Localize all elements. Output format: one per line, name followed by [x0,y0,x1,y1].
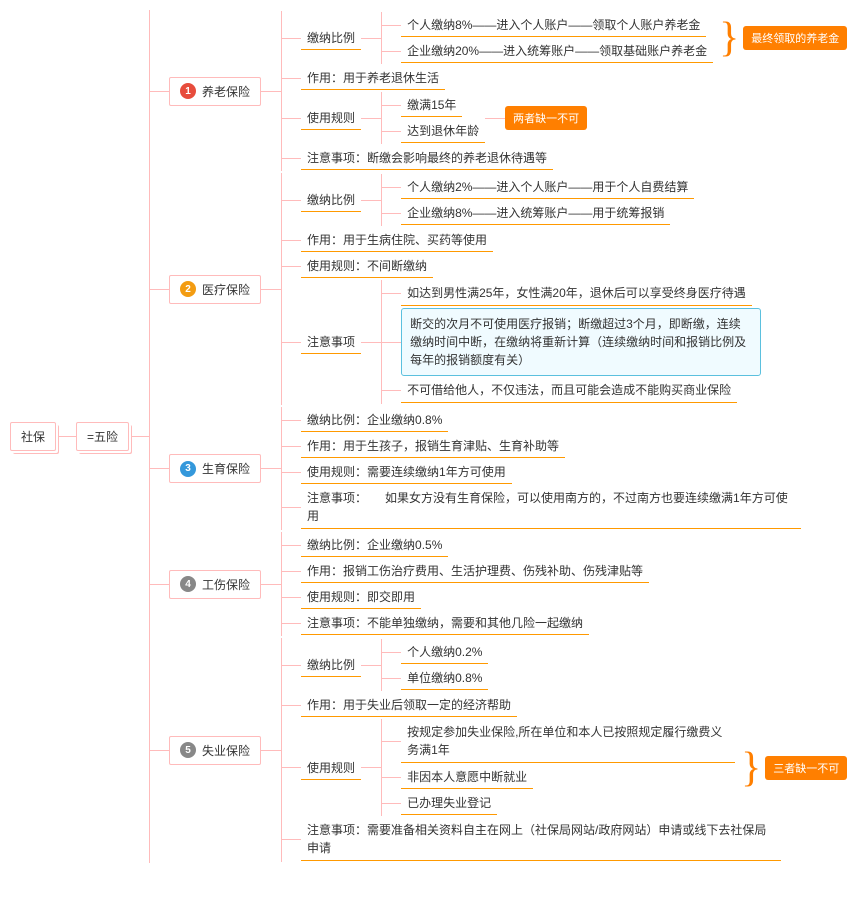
s3-title: 生育保险 [202,460,250,477]
section-4: 4 工伤保险 [169,570,261,599]
s5-note: 注意事项：需要准备相关资料自主在网上（社保局网站/政府网站）申请或线下去社保局申… [301,818,781,861]
badge-2: 2 [180,281,196,297]
s1-ratio-label: 缴纳比例 [301,26,361,50]
s2-note-3: 不可借给他人，不仅违法，而且可能会造成不能购买商业保险 [401,378,737,403]
level1-label: =五险 [87,430,118,444]
s1-rule-2: 达到退休年龄 [401,119,485,143]
root-node: 社保 [10,422,56,451]
s5-rule-3: 已办理失业登记 [401,791,497,815]
s2-use: 作用：用于生病住院、买药等使用 [301,228,493,252]
s2-ratio-2: 企业缴纳8%——进入统筹账户——用于统筹报销 [401,201,670,225]
s1-use: 作用：用于养老退休生活 [301,66,445,90]
section-2: 2 医疗保险 [169,275,261,304]
s5-rule-1: 按规定参加失业保险,所在单位和本人已按照规定履行缴费义务满1年 [401,720,735,763]
s4-ratio: 缴纳比例：企业缴纳0.5% [301,533,448,557]
mindmap-root: 社保 =五险 1 养老保险 缴纳比例 个人缴纳8%——进入个人账户——领取个人账… [10,10,842,863]
s4-title: 工伤保险 [202,576,250,593]
s5-rule-label: 使用规则 [301,756,361,780]
s4-note: 注意事项：不能单独缴纳，需要和其他几险一起缴纳 [301,611,589,635]
s2-note-1: 如达到男性满25年，女性满20年，退休后可以享受终身医疗待遇 [401,281,752,306]
badge-5: 5 [180,742,196,758]
s5-use: 作用：用于失业后领取一定的经济帮助 [301,693,517,717]
badge-4: 4 [180,576,196,592]
badge-1: 1 [180,83,196,99]
root-label: 社保 [21,430,45,444]
s3-rule: 使用规则：需要连续缴纳1年方可使用 [301,460,512,484]
s5-rule-2: 非因本人意愿中断就业 [401,765,533,789]
s2-rule: 使用规则：不间断缴纳 [301,254,433,278]
s5-ratio-1: 个人缴纳0.2% [401,640,488,664]
s3-ratio: 缴纳比例：企业缴纳0.8% [301,408,448,432]
s1-ratio-1: 个人缴纳8%——进入个人账户——领取个人账户养老金 [401,13,706,37]
s2-note-label: 注意事项 [301,330,361,354]
s2-ratio-1: 个人缴纳2%——进入个人账户——用于个人自费结算 [401,175,694,199]
s5-ratio-2: 单位缴纳0.8% [401,666,488,690]
s2-note-2: 断交的次月不可使用医疗报销；断缴超过3个月，即断缴，连续缴纳时间中断，在缴纳将重… [401,308,761,376]
s5-rule-badge: 三者缺一不可 [765,756,847,780]
s1-ratio-badge: 最终领取的养老金 [743,26,847,50]
badge-3: 3 [180,461,196,477]
s2-title: 医疗保险 [202,281,250,298]
section-5: 5 失业保险 [169,736,261,765]
s4-use: 作用：报销工伤治疗费用、生活护理费、伤残补助、伤残津贴等 [301,559,649,583]
s1-title: 养老保险 [202,83,250,100]
s1-rule-1: 缴满15年 [401,93,462,117]
s2-ratio-label: 缴纳比例 [301,188,361,212]
s5-title: 失业保险 [202,742,250,759]
s3-note: 注意事项： 如果女方没有生育保险，可以使用南方的，不过南方也要连续缴满1年方可使… [301,486,801,529]
level1-node: =五险 [76,422,129,451]
s4-rule: 使用规则：即交即用 [301,585,421,609]
s3-use: 作用：用于生孩子，报销生育津贴、生育补助等 [301,434,565,458]
section-3: 3 生育保险 [169,454,261,483]
s1-rule-badge: 两者缺一不可 [505,106,587,130]
s1-ratio-2: 企业缴纳20%——进入统筹账户——领取基础账户养老金 [401,39,713,63]
s1-rule-label: 使用规则 [301,106,361,130]
s1-note: 注意事项：断缴会影响最终的养老退休待遇等 [301,146,553,170]
s5-ratio-label: 缴纳比例 [301,653,361,677]
section-1: 1 养老保险 [169,77,261,106]
